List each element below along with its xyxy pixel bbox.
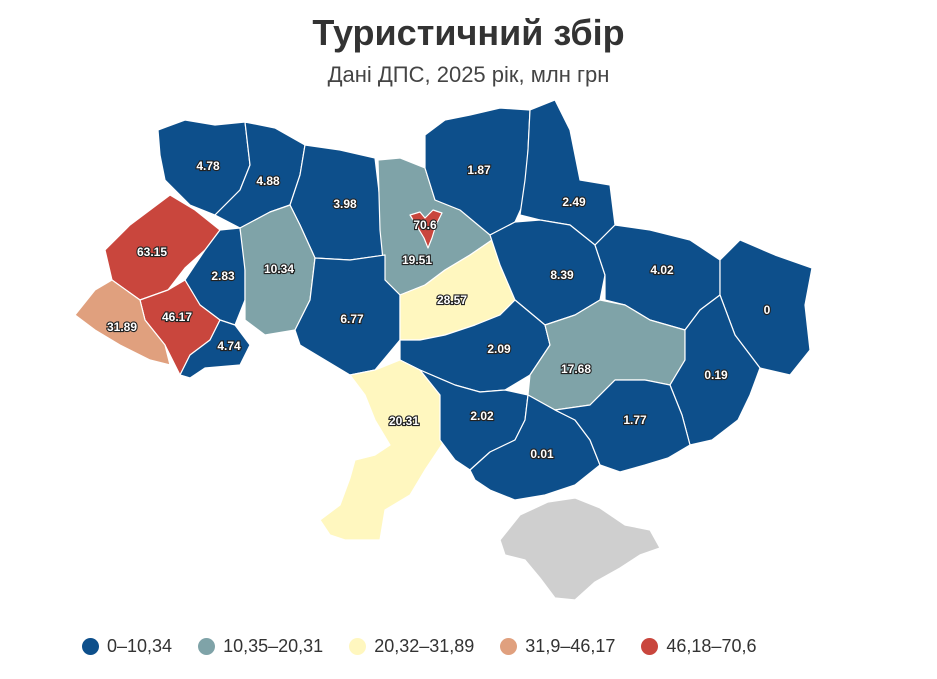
region-odesa[interactable] (319, 359, 446, 541)
legend-swatch (500, 638, 518, 655)
label-poltava: 8.39 (550, 268, 574, 282)
label-vinnytsia: 6.77 (340, 312, 364, 326)
label-dnipropetrovsk: 17.68 (561, 362, 591, 376)
label-luhansk: 0 (764, 303, 771, 317)
legend-label: 46,18–70,6 (666, 636, 757, 656)
label-lviv: 63.15 (137, 245, 167, 259)
region-kyiv-city[interactable] (409, 209, 443, 249)
label-kyiv-oblast: 19.51 (402, 253, 432, 267)
label-chernivtsi: 4.74 (217, 339, 241, 353)
legend-item[interactable]: 31,9–46,17 (500, 636, 615, 657)
label-sumy: 2.49 (562, 195, 586, 209)
label-ivano-frankivsk: 46.17 (162, 310, 192, 324)
label-khmelnytskyi: 10.34 (264, 262, 294, 276)
map-subtitle: Дані ДПС, 2025 рік, млн грн (327, 62, 610, 87)
label-rivne: 4.88 (256, 174, 280, 188)
region-poltava[interactable] (489, 219, 606, 326)
label-ternopil: 2.83 (211, 269, 235, 283)
region-chernivtsi[interactable] (179, 319, 251, 379)
region-zakarpattia[interactable] (74, 279, 171, 366)
region-crimea (499, 497, 661, 601)
label-kherson: 0.01 (530, 447, 554, 461)
label-zaporizhzhia: 1.77 (623, 413, 647, 427)
label-donetsk: 0.19 (704, 368, 728, 382)
label-kharkiv: 4.02 (650, 263, 674, 277)
legend-swatch (198, 638, 216, 655)
label-kirovohrad: 2.09 (487, 342, 511, 356)
legend-swatch (82, 638, 99, 655)
map-title: Туристичний збір (312, 12, 625, 53)
legend-label: 20,32–31,89 (374, 636, 475, 656)
label-zakarpattia: 31.89 (107, 320, 137, 334)
legend-item[interactable]: 0–10,34 (82, 636, 172, 657)
legend-swatch (349, 638, 367, 655)
legend-item[interactable]: 46,18–70,6 (641, 636, 756, 657)
label-zhytomyr: 3.98 (333, 197, 357, 211)
region-zaporizhzhia[interactable] (554, 379, 691, 473)
map-legend: 0–10,34 10,35–20,31 20,32–31,89 31,9–46,… (82, 636, 782, 657)
legend-swatch (641, 638, 659, 655)
label-chernihiv: 1.87 (467, 163, 491, 177)
legend-label: 0–10,34 (107, 636, 173, 656)
legend-label: 31,9–46,17 (525, 636, 616, 656)
legend-item[interactable]: 20,32–31,89 (349, 636, 474, 657)
legend-label: 10,35–20,31 (223, 636, 324, 656)
label-volyn: 4.78 (196, 159, 220, 173)
label-cherkasy: 28.57 (437, 293, 467, 307)
legend-item[interactable]: 10,35–20,31 (198, 636, 323, 657)
label-odesa: 20.31 (389, 414, 419, 428)
label-mykolaiv: 2.02 (470, 409, 494, 423)
label-kyiv-city: 70.6 (413, 218, 437, 232)
